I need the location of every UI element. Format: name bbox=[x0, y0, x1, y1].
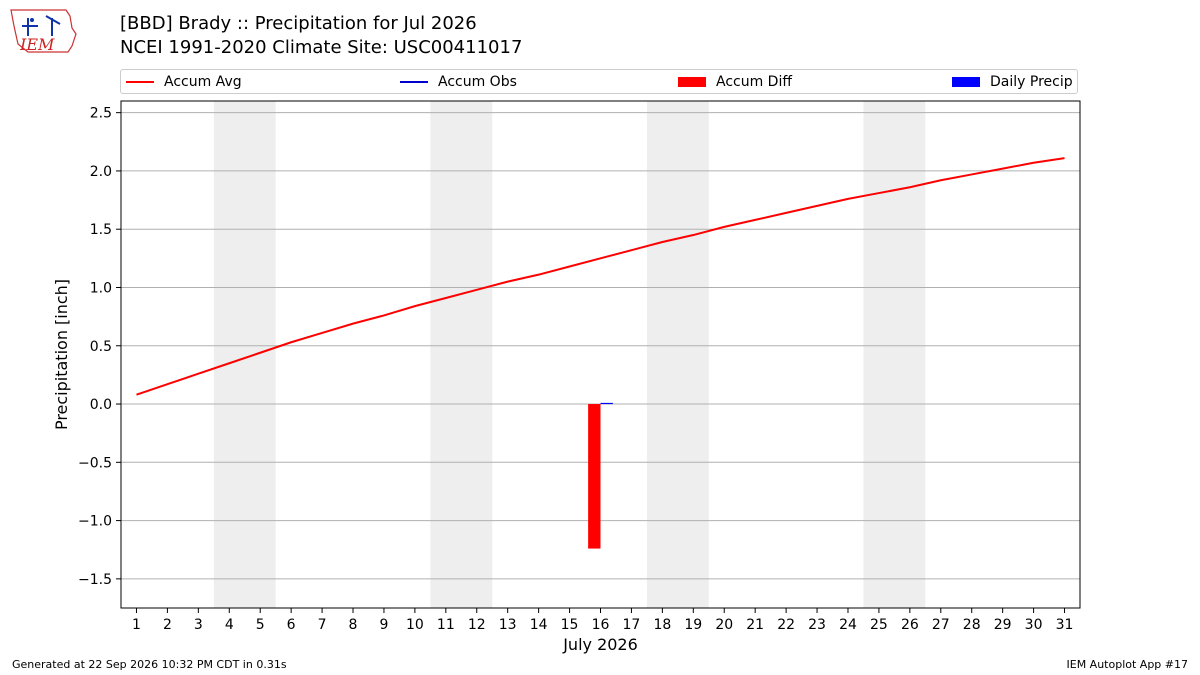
y-tick-label: 1.0 bbox=[90, 280, 112, 296]
legend-item-accum-obs: Accum Obs bbox=[400, 70, 517, 93]
chart-subtitle: NCEI 1991-2020 Climate Site: USC00411017 bbox=[120, 37, 523, 58]
legend-item-accum-avg: Accum Avg bbox=[126, 70, 242, 93]
x-tick-label: 30 bbox=[1025, 617, 1043, 633]
legend-label: Accum Avg bbox=[164, 73, 242, 90]
accum-diff-bar bbox=[588, 404, 601, 549]
x-tick-label: 7 bbox=[318, 617, 327, 633]
x-tick-label: 5 bbox=[256, 617, 265, 633]
y-tick-label: 2.5 bbox=[90, 106, 112, 122]
weekend-band bbox=[213, 101, 276, 608]
generated-timestamp: Generated at 22 Sep 2026 10:32 PM CDT in… bbox=[12, 658, 287, 671]
x-tick-label: 8 bbox=[349, 617, 358, 633]
x-tick-label: 10 bbox=[406, 617, 424, 633]
y-tick-label: 1.5 bbox=[90, 222, 112, 238]
x-tick-label: 15 bbox=[561, 617, 579, 633]
x-tick-label: 11 bbox=[437, 617, 455, 633]
x-tick-label: 17 bbox=[623, 617, 641, 633]
x-tick-label: 27 bbox=[932, 617, 950, 633]
x-tick-label: 31 bbox=[1056, 617, 1074, 633]
x-tick-label: 13 bbox=[499, 617, 517, 633]
x-tick-label: 21 bbox=[746, 617, 764, 633]
legend-swatch bbox=[400, 80, 428, 83]
legend-swatch bbox=[678, 76, 706, 87]
x-tick-label: 9 bbox=[379, 617, 388, 633]
weekend-band bbox=[646, 101, 709, 608]
chart-title: [BBD] Brady :: Precipitation for Jul 202… bbox=[120, 13, 477, 34]
legend-label: Accum Diff bbox=[716, 73, 793, 90]
app-credit: IEM Autoplot App #17 bbox=[1066, 658, 1189, 671]
x-axis-label: July 2026 bbox=[562, 635, 638, 654]
x-tick-label: 12 bbox=[468, 617, 486, 633]
x-tick-label: 22 bbox=[777, 617, 795, 633]
x-tick-label: 28 bbox=[963, 617, 981, 633]
legend-label: Daily Precip bbox=[990, 73, 1073, 90]
x-tick-label: 19 bbox=[684, 617, 702, 633]
x-tick-label: 20 bbox=[715, 617, 733, 633]
iem-logo: IEM bbox=[10, 9, 77, 54]
x-tick-label: 18 bbox=[653, 617, 671, 633]
legend-swatch bbox=[126, 80, 154, 83]
y-tick-label: −1.0 bbox=[78, 514, 112, 530]
x-tick-label: 2 bbox=[163, 617, 172, 633]
x-tick-label: 24 bbox=[839, 617, 857, 633]
y-tick-label: −1.5 bbox=[78, 572, 112, 588]
weekend-band bbox=[863, 101, 926, 608]
y-tick-label: 0.5 bbox=[90, 339, 112, 355]
x-tick-label: 16 bbox=[592, 617, 610, 633]
x-tick-label: 14 bbox=[530, 617, 548, 633]
y-tick-label: 2.0 bbox=[90, 164, 112, 180]
legend: Accum Avg Accum Obs Accum Diff Daily Pre… bbox=[120, 69, 1078, 94]
svg-text:IEM: IEM bbox=[19, 35, 55, 54]
x-tick-label: 25 bbox=[870, 617, 888, 633]
legend-item-daily-precip: Daily Precip bbox=[952, 70, 1073, 93]
legend-item-accum-diff: Accum Diff bbox=[678, 70, 792, 93]
legend-swatch bbox=[952, 76, 980, 87]
x-tick-label: 3 bbox=[194, 617, 203, 633]
accum-avg-line bbox=[136, 157, 1065, 396]
x-tick-label: 4 bbox=[225, 617, 234, 633]
y-tick-label: −0.5 bbox=[78, 455, 112, 471]
daily-precip-bar bbox=[600, 402, 613, 405]
x-tick-label: 29 bbox=[994, 617, 1012, 633]
y-axis-label: Precipitation [inch] bbox=[52, 279, 71, 430]
y-tick-label: 0.0 bbox=[90, 397, 112, 413]
x-tick-label: 23 bbox=[808, 617, 826, 633]
x-tick-label: 1 bbox=[132, 617, 141, 633]
legend-label: Accum Obs bbox=[438, 73, 517, 90]
x-tick-label: 26 bbox=[901, 617, 919, 633]
x-tick-label: 6 bbox=[287, 617, 296, 633]
weekend-band bbox=[430, 101, 493, 608]
